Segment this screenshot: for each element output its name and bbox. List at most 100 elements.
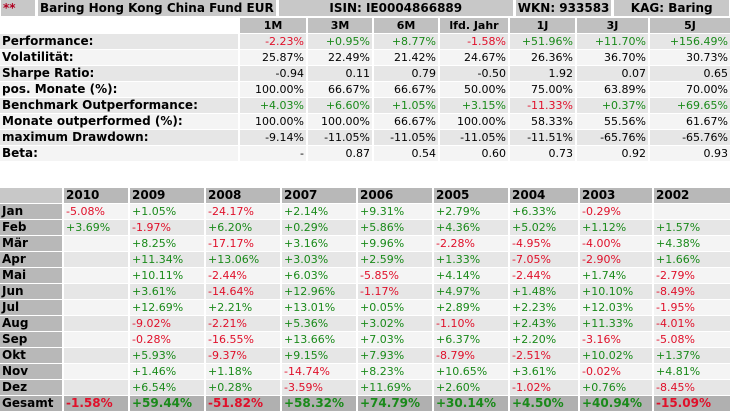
month-value: +6.03% [282, 268, 356, 283]
month-value [64, 364, 128, 379]
month-value: -2.44% [206, 268, 280, 283]
month-value: +13.01% [282, 300, 356, 315]
stat-value: +4.03% [240, 98, 306, 113]
month-label: Okt [0, 348, 62, 363]
row-label: Volatilität: [0, 50, 238, 65]
year-header: 2003 [580, 188, 652, 203]
month-value: +12.96% [282, 284, 356, 299]
month-value: +1.46% [130, 364, 204, 379]
month-value: +1.37% [654, 348, 730, 363]
month-row: Jan -5.08% +1.05% -24.17% +2.14% +9.31% +2.79%… [0, 204, 730, 219]
stat-value: +69.65% [650, 98, 730, 113]
month-value: +5.93% [130, 348, 204, 363]
stat-value: -2.23% [240, 34, 306, 49]
total-value: -15.09% [654, 396, 730, 411]
stat-value: +11.70% [577, 34, 648, 49]
stats-header-row: 1M 3M 6M lfd. Jahr 1J 3J 5J [0, 18, 730, 33]
stat-value: -11.05% [308, 130, 372, 145]
stat-value: +3.15% [440, 98, 508, 113]
stat-value: 0.60 [440, 146, 508, 161]
stat-value: +156.49% [650, 34, 730, 49]
kag: KAG: Baring [614, 0, 729, 16]
stat-value: -11.51% [510, 130, 575, 145]
month-value: -3.59% [282, 380, 356, 395]
month-value: -8.49% [654, 284, 730, 299]
month-value: +13.06% [206, 252, 280, 267]
fund-header: ** Baring Hong Kong China Fund EUR ISIN:… [0, 0, 730, 16]
monthly-performance-table: 2010 2009 2008 2007 2006 2005 2004 2003 2002 Jan -… [0, 187, 730, 412]
stat-value: 0.79 [374, 66, 438, 81]
month-value: -2.51% [510, 348, 578, 363]
rating-stars: ** [1, 0, 35, 16]
month-value: -24.17% [206, 204, 280, 219]
total-value: +58.32% [282, 396, 356, 411]
month-label: Nov [0, 364, 62, 379]
total-value: +30.14% [434, 396, 508, 411]
month-value: +4.36% [434, 220, 508, 235]
month-value: +11.34% [130, 252, 204, 267]
month-value: +0.05% [358, 300, 432, 315]
stat-value: 0.07 [577, 66, 648, 81]
month-value: +2.43% [510, 316, 578, 331]
column-header: 1M [240, 18, 306, 33]
month-row: Mai +10.11% -2.44% +6.03% -5.85% +4.14% -2.44%… [0, 268, 730, 283]
month-label: Jul [0, 300, 62, 315]
row-label: Beta: [0, 146, 238, 161]
total-value: -51.82% [206, 396, 280, 411]
stat-value: -9.14% [240, 130, 306, 145]
stat-value: 0.92 [577, 146, 648, 161]
column-header: 6M [374, 18, 438, 33]
month-row: Mär +8.25% -17.17% +3.16% +9.96% -2.28% -4.95%… [0, 236, 730, 251]
month-value [64, 300, 128, 315]
month-value: -2.28% [434, 236, 508, 251]
stat-value: 75.00% [510, 82, 575, 97]
total-value: +74.79% [358, 396, 432, 411]
month-label: Mär [0, 236, 62, 251]
stat-value: -11.05% [374, 130, 438, 145]
month-value: -14.74% [282, 364, 356, 379]
stat-value: 100.00% [440, 114, 508, 129]
month-value: +0.76% [580, 380, 652, 395]
row-label: Benchmark Outperformance: [0, 98, 238, 113]
stats-row: Beta: -0.87 0.54 0.60 0.73 0.92 0.93 [0, 146, 730, 161]
row-label: Performance: [0, 34, 238, 49]
month-label: Mai [0, 268, 62, 283]
stat-value: 61.67% [650, 114, 730, 129]
month-value: -9.02% [130, 316, 204, 331]
isin: ISIN: IE0004866889 [278, 0, 513, 16]
month-value: +6.54% [130, 380, 204, 395]
month-value: -2.90% [580, 252, 652, 267]
month-value: +0.29% [282, 220, 356, 235]
stats-row: maximum Drawdown: -9.14% -11.05% -11.05% -11… [0, 130, 730, 145]
month-label: Dez [0, 380, 62, 395]
stat-value: +8.77% [374, 34, 438, 49]
month-value: -14.64% [206, 284, 280, 299]
stat-value: 25.87% [240, 50, 306, 65]
blank-cell [0, 18, 238, 33]
month-value: +2.79% [434, 204, 508, 219]
month-value: +6.20% [206, 220, 280, 235]
stat-value: -11.05% [440, 130, 508, 145]
stat-value: 30.73% [650, 50, 730, 65]
month-value: +9.96% [358, 236, 432, 251]
month-value: +10.02% [580, 348, 652, 363]
month-value: +5.36% [282, 316, 356, 331]
month-value: -1.17% [358, 284, 432, 299]
month-value: +2.20% [510, 332, 578, 347]
stat-value: 0.11 [308, 66, 372, 81]
month-value: -4.01% [654, 316, 730, 331]
stat-value: 36.70% [577, 50, 648, 65]
stat-value: 0.73 [510, 146, 575, 161]
month-value: -4.95% [510, 236, 578, 251]
month-value: +1.12% [580, 220, 652, 235]
month-value: +4.97% [434, 284, 508, 299]
column-header: 3J [577, 18, 648, 33]
month-value: +3.02% [358, 316, 432, 331]
total-value: +59.44% [130, 396, 204, 411]
stats-row: pos. Monate (%): 100.00% 66.67% 66.67% 50.00… [0, 82, 730, 97]
total-row: Gesamt -1.58% +59.44% -51.82% +58.32% +74.79%… [0, 396, 730, 411]
month-value: -8.79% [434, 348, 508, 363]
month-value: +3.61% [130, 284, 204, 299]
stat-value: 0.87 [308, 146, 372, 161]
month-value: +8.25% [130, 236, 204, 251]
